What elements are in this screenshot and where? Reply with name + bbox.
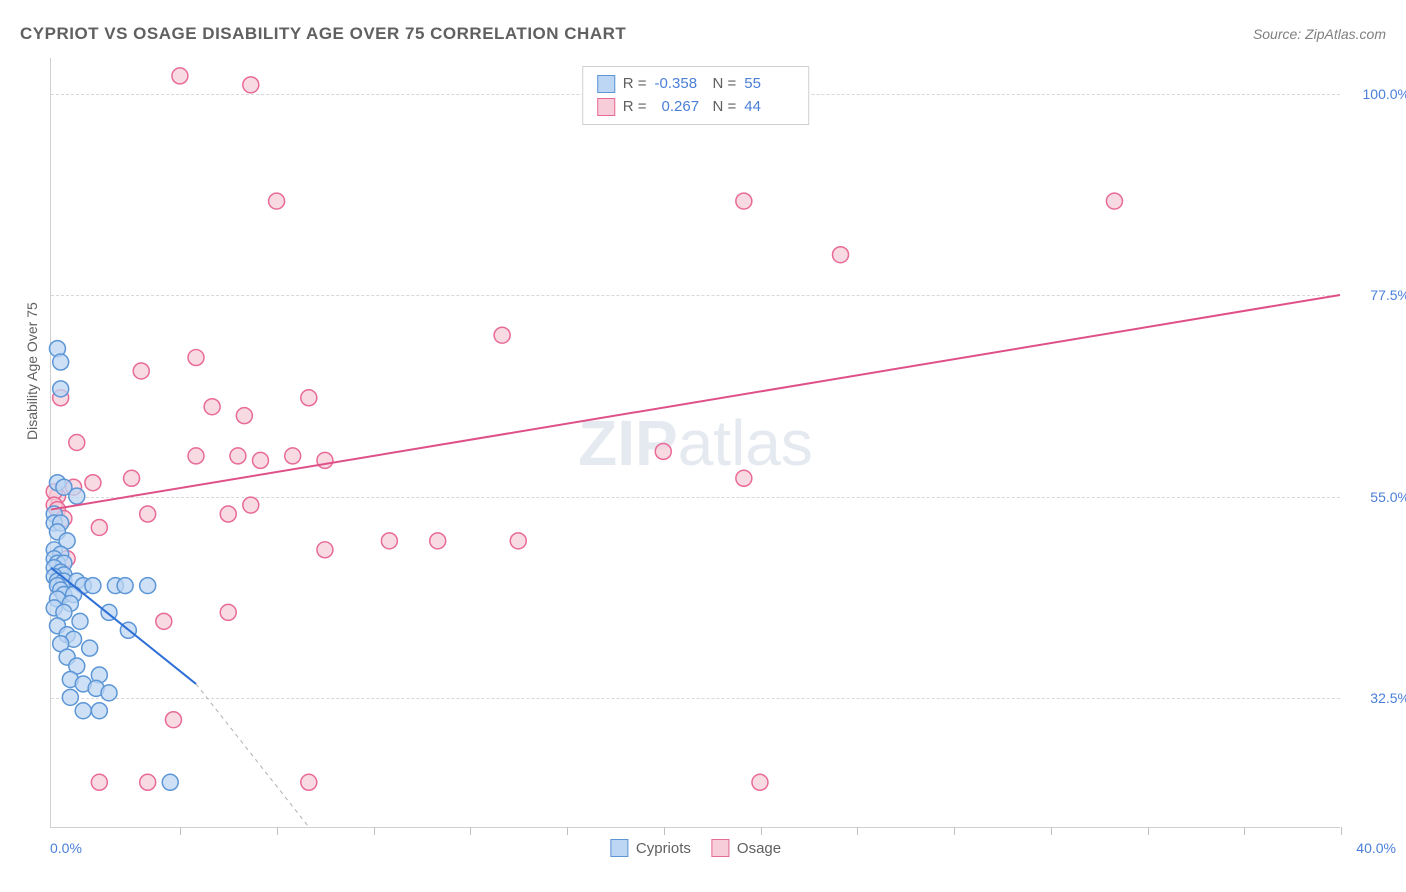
n-value-osage: 44: [744, 96, 794, 119]
x-tick: [567, 827, 568, 835]
data-point: [317, 452, 333, 468]
data-point: [220, 604, 236, 620]
legend-swatch-osage: [711, 839, 729, 857]
data-point: [301, 390, 317, 406]
data-point: [69, 488, 85, 504]
data-point: [252, 452, 268, 468]
chart-title: CYPRIOT VS OSAGE DISABILITY AGE OVER 75 …: [20, 24, 626, 44]
data-point: [140, 506, 156, 522]
data-point: [833, 247, 849, 263]
data-point: [1106, 193, 1122, 209]
plot-area: 32.5%55.0%77.5%100.0% ZIPatlas R = -0.35…: [50, 58, 1340, 828]
data-point: [243, 497, 259, 513]
stats-legend: R = -0.358 N = 55 R = 0.267 N = 44: [582, 66, 810, 125]
x-tick: [954, 827, 955, 835]
x-min-label: 0.0%: [50, 840, 82, 856]
data-point: [236, 408, 252, 424]
swatch-cypriots: [597, 75, 615, 93]
x-tick: [470, 827, 471, 835]
data-point: [269, 193, 285, 209]
data-point: [124, 470, 140, 486]
data-point: [188, 448, 204, 464]
y-tick-label: 32.5%: [1370, 690, 1406, 706]
y-tick-label: 55.0%: [1370, 489, 1406, 505]
data-point: [230, 448, 246, 464]
data-point: [133, 363, 149, 379]
data-point: [75, 703, 91, 719]
x-tick: [664, 827, 665, 835]
x-tick: [1148, 827, 1149, 835]
scatter-plot: [51, 58, 1340, 827]
x-tick: [761, 827, 762, 835]
data-point: [752, 774, 768, 790]
data-point: [301, 774, 317, 790]
x-tick: [374, 827, 375, 835]
data-point: [510, 533, 526, 549]
data-point: [204, 399, 220, 415]
data-point: [62, 689, 78, 705]
data-point: [91, 519, 107, 535]
data-point: [91, 774, 107, 790]
x-max-label: 40.0%: [1356, 840, 1396, 856]
data-point: [188, 350, 204, 366]
r-value-cypriots: -0.358: [655, 73, 705, 96]
series-legend: Cypriots Osage: [610, 839, 781, 857]
source-label: Source: ZipAtlas.com: [1253, 26, 1386, 42]
y-tick-label: 77.5%: [1370, 287, 1406, 303]
x-tick: [1051, 827, 1052, 835]
data-point: [381, 533, 397, 549]
title-row: CYPRIOT VS OSAGE DISABILITY AGE OVER 75 …: [20, 24, 1386, 44]
x-tick: [857, 827, 858, 835]
data-point: [85, 578, 101, 594]
legend-item-cypriots: Cypriots: [610, 839, 691, 857]
swatch-osage: [597, 98, 615, 116]
data-point: [72, 613, 88, 629]
legend-label-cypriots: Cypriots: [636, 840, 691, 857]
stats-row-cypriots: R = -0.358 N = 55: [597, 73, 795, 96]
legend-swatch-cypriots: [610, 839, 628, 857]
data-point: [53, 381, 69, 397]
r-label: R =: [623, 96, 647, 119]
data-point: [430, 533, 446, 549]
legend-item-osage: Osage: [711, 839, 781, 857]
data-point: [285, 448, 301, 464]
x-tick: [180, 827, 181, 835]
data-point: [140, 578, 156, 594]
r-label: R =: [623, 73, 647, 96]
data-point: [101, 685, 117, 701]
x-tick: [1341, 827, 1342, 835]
trend-line-extrapolation: [196, 684, 309, 827]
data-point: [156, 613, 172, 629]
data-point: [162, 774, 178, 790]
x-tick: [277, 827, 278, 835]
legend-label-osage: Osage: [737, 840, 781, 857]
x-tick: [1244, 827, 1245, 835]
trend-line: [51, 295, 1340, 510]
data-point: [69, 435, 85, 451]
data-point: [317, 542, 333, 558]
data-point: [243, 77, 259, 93]
data-point: [91, 703, 107, 719]
n-label: N =: [713, 73, 737, 96]
stats-row-osage: R = 0.267 N = 44: [597, 96, 795, 119]
data-point: [736, 193, 752, 209]
data-point: [494, 327, 510, 343]
chart-container: CYPRIOT VS OSAGE DISABILITY AGE OVER 75 …: [0, 0, 1406, 892]
n-value-cypriots: 55: [744, 73, 794, 96]
data-point: [82, 640, 98, 656]
y-axis-title: Disability Age Over 75: [24, 302, 40, 440]
n-label: N =: [713, 96, 737, 119]
data-point: [655, 443, 671, 459]
data-point: [220, 506, 236, 522]
data-point: [172, 68, 188, 84]
data-point: [736, 470, 752, 486]
data-point: [53, 354, 69, 370]
data-point: [117, 578, 133, 594]
r-value-osage: 0.267: [655, 96, 705, 119]
data-point: [165, 712, 181, 728]
data-point: [85, 475, 101, 491]
y-tick-label: 100.0%: [1363, 86, 1406, 102]
data-point: [140, 774, 156, 790]
